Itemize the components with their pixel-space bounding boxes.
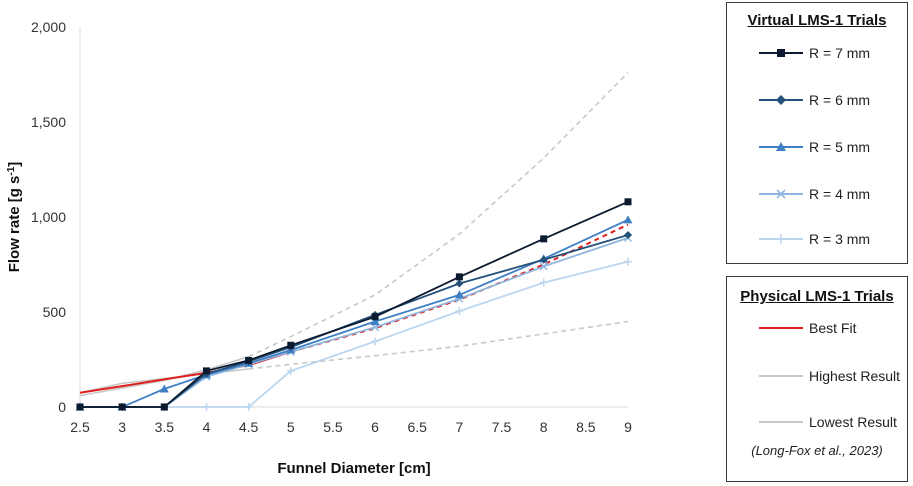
legend-virtual-trials: Virtual LMS-1 Trials R = 7 mm R = 6 mm R… (726, 2, 908, 264)
legend-label-lowest: Lowest Result (809, 414, 897, 430)
series-r-7-mm (76, 198, 632, 411)
legend-label-best-fit: Best Fit (809, 320, 857, 336)
legend-label-r5: R = 5 mm (809, 139, 871, 155)
legend-item-r5: R = 5 mm (757, 137, 870, 157)
series-r-7-mm-point (540, 235, 548, 243)
y-tick-label: 1,500 (31, 114, 66, 130)
series-r-3-mm-point (455, 307, 464, 316)
series-r-6-mm-point (455, 279, 464, 288)
legend-swatch-r4 (759, 189, 803, 199)
series-r-3-mm-point (539, 278, 548, 287)
legend-item-r7: R = 7 mm (757, 43, 870, 63)
x-tick-label: 7.5 (492, 419, 512, 435)
x-tick-label: 2.5 (70, 419, 90, 435)
x-tick-label: 5 (287, 419, 295, 435)
legend-item-r4: R = 4 mm (757, 184, 870, 204)
x-tick-label: 8.5 (576, 419, 596, 435)
series-r-7-mm-point (202, 367, 210, 375)
x-tick-label: 5.5 (323, 419, 343, 435)
x-tick-label: 3.5 (155, 419, 175, 435)
x-tick-label: 8 (540, 419, 548, 435)
legend-label-r7: R = 7 mm (809, 45, 871, 61)
legend-label-r3: R = 3 mm (809, 231, 871, 247)
series-r-3-mm-point (244, 403, 253, 411)
legend-swatch-r6 (759, 95, 803, 105)
series-r-3-mm-point (286, 366, 295, 375)
legend-physical-title: Physical LMS-1 Trials (740, 288, 894, 305)
series-r-7-mm-point (455, 273, 463, 281)
series-r-7-mm-point (287, 341, 295, 349)
legend-label-r6: R = 6 mm (809, 92, 871, 108)
legend-item-highest: Highest Result (757, 366, 900, 386)
legend-label-highest: Highest Result (809, 368, 901, 384)
legend-item-lowest: Lowest Result (757, 412, 897, 432)
series-r-7-mm-point (160, 403, 168, 411)
y-tick-label: 1,000 (31, 209, 66, 225)
y-axis-title: Flow rate [g s-1] (6, 162, 24, 273)
series-r-3-mm-point (202, 403, 211, 411)
series-r-7-mm-point (76, 403, 84, 411)
legend-swatch-best-fit (759, 327, 803, 329)
series-r-3-mm-point (371, 337, 380, 346)
legend-swatch-highest (759, 375, 803, 377)
legend-citation: (Long-Fox et al., 2023) (751, 443, 883, 458)
series-r-6-mm-point (539, 255, 548, 264)
y-tick-label: 0 (58, 399, 66, 415)
series-r-5-mm-line (80, 218, 629, 408)
legend-physical-trials: Physical LMS-1 Trials Best Fit Highest R… (726, 276, 908, 482)
x-tick-label: 7 (455, 419, 463, 435)
y-axis-title-superscript: -1 (6, 166, 17, 175)
x-tick-label: 6 (371, 419, 379, 435)
x-tick-label: 4.5 (239, 419, 259, 435)
series-r-4-mm-point (539, 262, 548, 271)
legend-item-best-fit: Best Fit (757, 318, 856, 338)
x-tick-label: 6.5 (407, 419, 427, 435)
y-tick-label: 500 (43, 304, 67, 320)
series-r-3-mm-point (624, 257, 632, 266)
legend-label-r4: R = 4 mm (809, 186, 871, 202)
legend-swatch-r7 (759, 49, 803, 57)
series-r-7-mm-line (80, 200, 629, 408)
series-r-7-mm-point (371, 313, 379, 321)
series-r-5-mm-point (623, 215, 633, 224)
series-r-5-mm-point (370, 317, 380, 325)
y-tick-label: 2,000 (31, 19, 66, 35)
x-tick-labels: 2.5 3 3.5 4 4.5 5 5.5 6 6.5 7 7.5 8 8.5 9 (70, 419, 632, 435)
legend-item-r6: R = 6 mm (757, 90, 870, 110)
legend-swatch-lowest (759, 421, 803, 423)
y-axis-title-main: Flow rate [g s (6, 176, 23, 273)
axes (79, 27, 628, 408)
x-tick-label: 3 (118, 419, 126, 435)
legend-swatch-r5 (759, 142, 803, 151)
x-tick-label: 4 (203, 419, 211, 435)
legend-item-r3: R = 3 mm (757, 229, 870, 249)
series-lines (75, 198, 633, 412)
legend-swatch-r3 (759, 234, 803, 244)
fit-line-highest-result-dashed (248, 72, 629, 358)
series-r-6-mm (76, 231, 632, 411)
series-r-7-mm-point (245, 356, 253, 364)
y-axis-title-tail: ] (6, 162, 23, 167)
series-r-5-mm-point (454, 290, 464, 299)
y-tick-labels: 0 500 1,000 1,500 2,000 (31, 19, 66, 415)
x-axis-title: Funnel Diameter [cm] (277, 460, 430, 477)
x-tick-label: 9 (624, 419, 632, 435)
series-r-6-mm-point (624, 231, 632, 240)
series-r-7-mm-point (624, 198, 632, 206)
series-r-7-mm-point (118, 403, 126, 411)
legend-virtual-title: Virtual LMS-1 Trials (747, 12, 887, 29)
fit-lines (79, 72, 629, 397)
series-r-5-mm-point (159, 384, 169, 393)
